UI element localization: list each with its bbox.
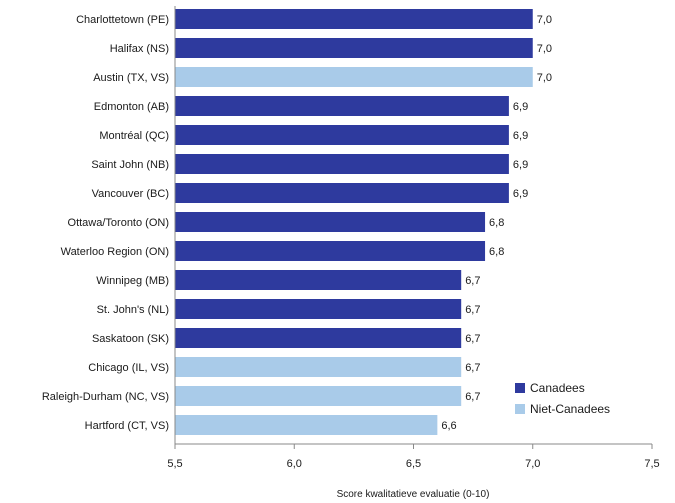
category-label: Montréal (QC) [99,130,169,142]
bar [175,67,533,87]
bar [175,154,509,174]
category-label: St. John's (NL) [97,304,169,316]
x-tick-label: 6,0 [287,458,302,470]
bar [175,96,509,116]
legend-label: Niet-Canadees [530,402,610,416]
x-tick-label: 5,5 [167,458,182,470]
category-label: Charlottetown (PE) [76,14,169,26]
value-label: 7,0 [537,14,552,26]
bars-group: Charlottetown (PE) 7,0 Halifax (NS) 7,0 Aust… [42,9,552,435]
legend-swatch [515,383,525,393]
category-label: Saskatoon (SK) [92,333,169,345]
value-label: 6,8 [489,217,504,229]
x-tick-label: 7,5 [644,458,659,470]
value-label: 7,0 [537,43,552,55]
value-label: 6,9 [513,101,528,113]
x-tick-label: 6,5 [406,458,421,470]
legend: Canadees Niet-Canadees [515,381,610,416]
bar [175,241,486,261]
x-tick-label: 7,0 [525,458,540,470]
category-label: Edmonton (AB) [94,101,169,113]
value-label: 6,9 [513,130,528,142]
bar [175,9,533,29]
bar [175,125,509,145]
x-axis-ticks: 5,5 6,0 6,5 7,0 7,5 [167,444,660,470]
bar [175,270,462,290]
category-label: Saint John (NB) [91,159,169,171]
value-label: 6,7 [465,304,480,316]
category-label: Hartford (CT, VS) [85,420,169,432]
category-label: Vancouver (BC) [92,188,169,200]
category-label: Waterloo Region (ON) [61,246,169,258]
category-label: Winnipeg (MB) [96,275,169,287]
category-label: Austin (TX, VS) [93,72,169,84]
bar [175,357,462,377]
x-axis-title: Score kwalitatieve evaluatie (0-10) [337,489,490,500]
bar [175,183,509,203]
bar [175,386,462,406]
value-label: 6,7 [465,391,480,403]
value-label: 6,7 [465,362,480,374]
value-label: 7,0 [537,72,552,84]
bar [175,38,533,58]
value-label: 6,7 [465,275,480,287]
category-label: Raleigh-Durham (NC, VS) [42,391,169,403]
value-label: 6,6 [441,420,456,432]
legend-swatch [515,404,525,414]
category-label: Ottawa/Toronto (ON) [68,217,169,229]
bar [175,299,462,319]
value-label: 6,7 [465,333,480,345]
value-label: 6,8 [489,246,504,258]
value-label: 6,9 [513,159,528,171]
bar [175,212,486,232]
value-label: 6,9 [513,188,528,200]
bar [175,415,438,435]
legend-label: Canadees [530,381,585,395]
category-label: Chicago (IL, VS) [88,362,169,374]
bar [175,328,462,348]
category-label: Halifax (NS) [110,43,169,55]
